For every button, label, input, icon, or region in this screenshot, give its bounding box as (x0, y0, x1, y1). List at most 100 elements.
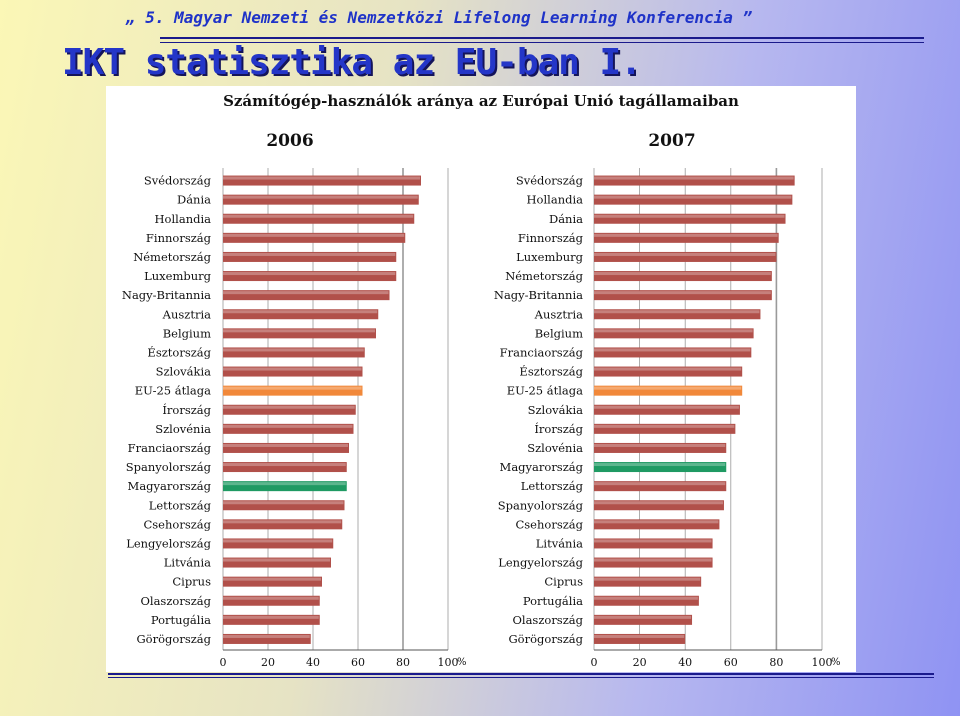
bar (223, 328, 376, 339)
category-label: Írország (162, 403, 211, 417)
bar-shine (223, 176, 420, 180)
bar (594, 347, 752, 358)
header-rule-thin (160, 42, 924, 43)
category-label: Írország (534, 422, 583, 436)
bar (594, 442, 727, 453)
tick-label: 60 (724, 656, 738, 669)
bar-shine (594, 501, 723, 505)
bar (223, 576, 322, 587)
bar (594, 213, 786, 224)
bar-shine (223, 252, 396, 256)
category-label: Svédország (144, 174, 212, 188)
bar (223, 175, 421, 186)
bar-shine (223, 405, 355, 409)
bar (223, 500, 345, 511)
bar (223, 251, 397, 262)
tick-label: 20 (633, 656, 647, 669)
category-label: Svédország (516, 174, 584, 188)
chart-2006: Svédország Dánia Hollandia Finnország Németo… (122, 168, 467, 669)
conference-header: „ 5. Magyar Nemzeti és Nemzetközi Lifelo… (126, 8, 753, 27)
bar (594, 500, 724, 511)
bar (223, 290, 390, 301)
bar (223, 271, 397, 282)
bar (594, 366, 743, 377)
bar (223, 614, 320, 625)
bar (594, 538, 713, 549)
category-label: Luxemburg (516, 250, 584, 264)
category-label: Belgium (535, 326, 583, 340)
category-label: Hollandia (155, 212, 212, 226)
bar (223, 519, 343, 530)
category-label: Portugália (523, 594, 583, 608)
tick-label: 0 (591, 656, 598, 669)
bar (594, 557, 713, 568)
bar-shine (223, 501, 344, 505)
category-label: Lengyelország (498, 556, 583, 570)
bar (594, 271, 772, 282)
bar (594, 423, 736, 434)
bar (594, 595, 699, 606)
tick-label: 40 (306, 656, 320, 669)
bar-shine (223, 310, 378, 314)
bar (594, 614, 693, 625)
bar (223, 442, 349, 453)
bar (223, 462, 347, 473)
bar (594, 328, 754, 339)
bar-shine (594, 291, 771, 295)
bar (223, 213, 415, 224)
category-label: Csehország (515, 517, 583, 531)
bar-shine (594, 577, 701, 581)
category-label: Szlovákia (528, 403, 584, 417)
chart-title: Számítógép-használók aránya az Európai U… (223, 92, 739, 110)
category-label: Spanyolország (126, 460, 212, 474)
bar (594, 576, 702, 587)
bar-shine (594, 310, 760, 314)
category-label: Litvánia (536, 536, 583, 550)
bar (223, 595, 320, 606)
bar (594, 633, 686, 644)
bar-shine (223, 386, 362, 390)
bar-shine (223, 367, 362, 371)
bar (223, 481, 347, 492)
chart-2006-subtitle: 2006 (266, 131, 313, 151)
category-label: Németország (505, 269, 583, 283)
bar-shine (594, 615, 692, 619)
bar-shine (223, 615, 319, 619)
bar-shine (223, 424, 353, 428)
category-label: Litvánia (164, 556, 211, 570)
category-label: Finnország (518, 231, 584, 245)
category-label: Csehország (143, 517, 211, 531)
bar-shine (223, 195, 418, 199)
bar (223, 423, 354, 434)
category-label: Görögország (137, 632, 212, 646)
footer-rule-thin (108, 677, 934, 678)
bar-shine (594, 482, 726, 486)
tick-label: 20 (261, 656, 275, 669)
category-label: Belgium (163, 326, 211, 340)
footer-rule-thick (108, 673, 934, 675)
slide-title: IKT statisztika az EU-ban I. (62, 42, 642, 83)
bar (594, 404, 740, 415)
axis-unit-label: % (457, 657, 467, 668)
bar-shine (594, 596, 698, 600)
bar (223, 232, 406, 243)
bar-shine (223, 482, 346, 486)
category-label: Hollandia (527, 193, 584, 207)
bar-shine (594, 176, 794, 180)
bar-shine (594, 386, 742, 390)
bar (594, 462, 727, 473)
bar-shine (223, 291, 389, 295)
bar (594, 232, 779, 243)
category-label: Németország (133, 250, 211, 264)
bar (223, 347, 365, 358)
bar (223, 557, 331, 568)
bar-shine (223, 520, 342, 524)
bar (594, 519, 720, 530)
bar (594, 385, 743, 396)
bar-shine (594, 233, 778, 237)
bar-shine (594, 405, 739, 409)
category-label: Franciaország (128, 441, 212, 455)
category-label: Magyarország (128, 479, 212, 493)
category-label: Franciaország (500, 345, 584, 359)
bar-shine (223, 558, 330, 562)
